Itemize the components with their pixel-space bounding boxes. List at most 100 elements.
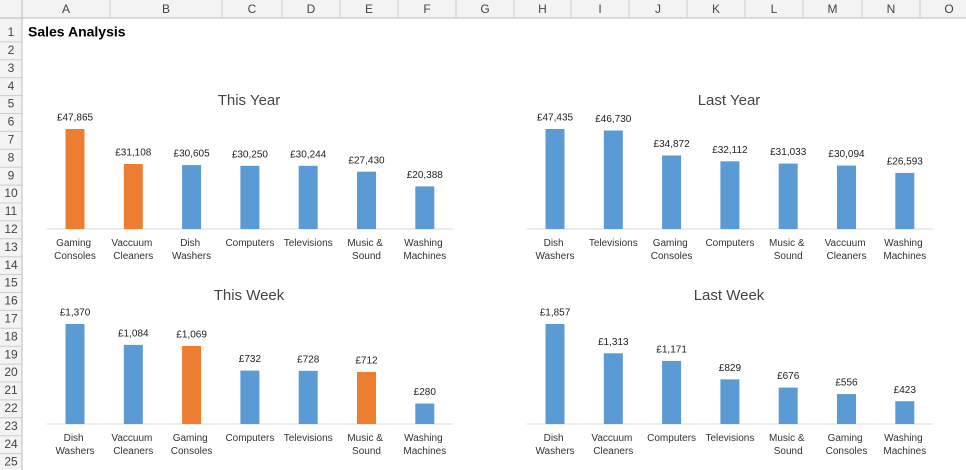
- category-label: Gaming Consoles: [54, 238, 96, 262]
- category-label: Vaccuum Cleaners: [111, 238, 155, 262]
- column-header: C: [248, 2, 257, 16]
- row-header: 2: [8, 43, 15, 57]
- row-header: 15: [4, 276, 18, 290]
- row-header: 18: [4, 329, 18, 343]
- row-header: 7: [8, 133, 15, 147]
- category-label: Gaming Consoles: [171, 433, 213, 457]
- row-header: 6: [8, 115, 15, 129]
- category-label: Music & Sound: [347, 238, 385, 262]
- data-label: £32,112: [712, 145, 748, 156]
- category-label: Washing Machines: [883, 433, 926, 457]
- data-label: £47,865: [57, 113, 94, 124]
- row-header: 5: [8, 97, 15, 111]
- bar: [778, 163, 798, 229]
- bar: [357, 171, 376, 229]
- data-label: £1,857: [540, 308, 571, 319]
- bar: [545, 324, 565, 424]
- row-header: 4: [8, 79, 15, 93]
- bar: [357, 372, 376, 424]
- bar: [895, 401, 915, 424]
- category-label: Computers: [225, 238, 274, 249]
- category-label: Music & Sound: [347, 433, 385, 457]
- data-label: £27,430: [348, 155, 385, 166]
- category-label: Washing Machines: [403, 238, 446, 262]
- data-label: £1,084: [118, 329, 149, 340]
- sheet-title: Sales Analysis: [28, 24, 126, 40]
- category-label: Televisions: [284, 433, 333, 444]
- column-header: E: [365, 2, 373, 16]
- bar: [837, 165, 856, 229]
- row-header: 17: [4, 312, 18, 326]
- column-header: O: [944, 2, 953, 16]
- column-header: K: [712, 2, 720, 16]
- bar: [603, 353, 623, 424]
- category-label: Dish Washers: [535, 238, 574, 262]
- category-label: Gaming Consoles: [651, 238, 693, 262]
- bar: [415, 403, 435, 424]
- category-label: Televisions: [284, 238, 333, 249]
- row-header: 8: [8, 150, 15, 164]
- row-header: 23: [4, 419, 18, 433]
- data-label: £712: [355, 356, 378, 367]
- data-label: £30,094: [828, 149, 865, 160]
- category-label: Washing Machines: [883, 238, 926, 262]
- row-header: 21: [4, 383, 18, 397]
- category-label: Vaccuum Cleaners: [111, 433, 155, 457]
- column-header: J: [655, 2, 661, 16]
- data-label: £1,171: [656, 345, 687, 356]
- bar: [182, 345, 202, 424]
- data-label: £30,244: [290, 149, 327, 160]
- category-label: Vaccuum Cleaners: [825, 238, 869, 262]
- category-label: Dish Washers: [172, 238, 211, 262]
- bar: [895, 172, 915, 229]
- category-label: Dish Washers: [55, 433, 94, 457]
- row-header: 14: [4, 258, 18, 272]
- chart-title: Last Year: [698, 92, 761, 109]
- column-header: F: [423, 2, 430, 16]
- bar: [298, 165, 318, 229]
- data-label: £676: [777, 371, 800, 382]
- column-header: D: [307, 2, 316, 16]
- data-label: £423: [894, 385, 917, 396]
- data-label: £728: [297, 355, 320, 366]
- column-header: G: [480, 2, 489, 16]
- data-label: £47,435: [537, 113, 574, 124]
- data-label: £1,069: [176, 330, 207, 341]
- row-header: 20: [4, 365, 18, 379]
- chart-title: This Year: [218, 92, 281, 109]
- row-header: 16: [4, 294, 18, 308]
- column-header: I: [598, 2, 601, 16]
- data-label: £34,872: [654, 139, 691, 150]
- column-header-bar: [0, 0, 966, 18]
- data-label: £1,313: [598, 337, 629, 348]
- column-header: A: [62, 2, 70, 16]
- bar: [720, 161, 740, 229]
- data-label: £31,108: [115, 148, 152, 159]
- column-header: H: [538, 2, 547, 16]
- category-label: Music & Sound: [769, 238, 807, 262]
- data-label: £30,250: [232, 149, 269, 160]
- row-header: 1: [8, 25, 15, 39]
- column-header: L: [771, 2, 778, 16]
- bar: [415, 186, 435, 229]
- category-label: Computers: [225, 433, 274, 444]
- category-label: Computers: [705, 238, 754, 249]
- bar: [662, 155, 682, 229]
- category-label: Washing Machines: [403, 433, 446, 457]
- data-label: £556: [835, 378, 858, 389]
- data-label: £280: [414, 387, 437, 398]
- row-header: 9: [8, 168, 15, 182]
- row-header: 11: [5, 204, 18, 218]
- column-header: B: [162, 2, 170, 16]
- data-label: £20,388: [407, 170, 444, 181]
- bar: [545, 129, 565, 229]
- data-label: £732: [239, 354, 262, 365]
- data-label: £26,593: [887, 157, 924, 168]
- row-header: 22: [4, 401, 18, 415]
- chart-title: Last Week: [694, 287, 765, 304]
- bar: [778, 387, 798, 424]
- column-header: N: [887, 2, 896, 16]
- row-header: 19: [4, 347, 18, 361]
- category-label: Televisions: [705, 433, 754, 444]
